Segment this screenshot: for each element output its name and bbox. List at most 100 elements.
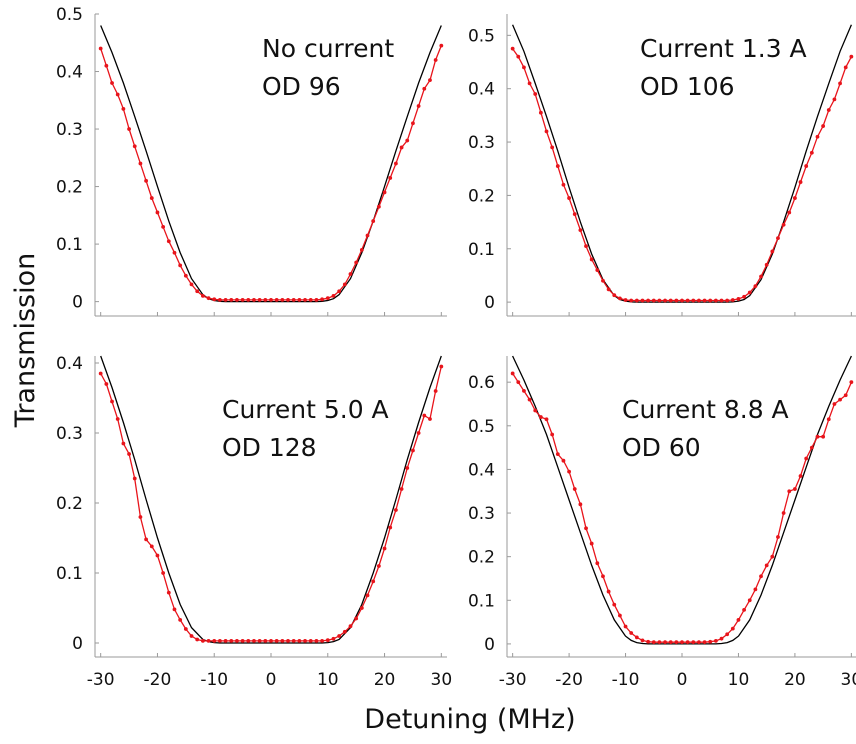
data-point — [263, 639, 268, 643]
data-point — [809, 150, 814, 155]
data-point — [166, 239, 171, 244]
data-point — [550, 145, 555, 150]
data-point — [623, 624, 628, 629]
y-tick-label: 0.4 — [468, 80, 495, 100]
data-point — [606, 287, 611, 292]
data-point — [166, 590, 171, 595]
data-point — [510, 371, 515, 376]
data-point — [388, 525, 393, 530]
data-point — [759, 274, 763, 279]
data-point — [826, 108, 831, 112]
data-point — [770, 249, 775, 254]
panel-current-5-0a: 0 0.1 0.2 0.3 0.4 -30 -20 -10 0 10 20 30 Current 5.0… — [56, 354, 452, 690]
data-point — [680, 298, 684, 303]
data-point — [781, 222, 786, 227]
data-point — [657, 298, 662, 303]
data-point — [314, 639, 319, 643]
data-point — [121, 441, 126, 446]
data-point — [567, 469, 571, 474]
fit-curve — [512, 24, 852, 303]
data-point — [753, 587, 758, 592]
data-point — [736, 618, 741, 622]
x-tick-label: 10 — [728, 670, 750, 690]
data-point — [257, 639, 262, 643]
y-tick-label: 0.5 — [56, 5, 83, 25]
data-point — [522, 388, 526, 393]
data-point — [516, 54, 521, 59]
fit-curve — [100, 355, 442, 644]
x-tick-label: -20 — [555, 670, 583, 690]
data-point — [697, 640, 701, 645]
data-point — [422, 86, 427, 91]
data-point — [183, 627, 188, 631]
data-point — [439, 43, 444, 48]
y-tick-label: 0.1 — [468, 591, 495, 611]
x-tick-label: -10 — [200, 670, 228, 690]
data-point — [697, 298, 701, 303]
data-point — [612, 293, 617, 298]
data-point — [646, 639, 651, 644]
data-point — [371, 579, 376, 584]
data-point — [399, 145, 404, 150]
panel-annotation-current-1-3a-0: Current 1.3 A — [640, 34, 807, 63]
data-point — [218, 639, 222, 643]
x-tick-label: 30 — [841, 670, 856, 690]
data-point — [561, 182, 566, 187]
y-tick-label: 0.1 — [56, 235, 83, 255]
data-point — [708, 639, 713, 644]
data-point — [138, 515, 143, 519]
data-point — [439, 364, 444, 369]
data-point — [776, 535, 780, 539]
data-point — [394, 161, 398, 166]
data-point — [189, 634, 194, 638]
x-tick-label: -20 — [144, 670, 172, 690]
data-point — [713, 298, 718, 303]
data-point — [843, 65, 848, 70]
data-point — [291, 639, 296, 643]
data-point — [838, 81, 842, 86]
data-point — [584, 244, 588, 249]
data-point — [713, 638, 718, 643]
data-point — [787, 489, 792, 494]
data-point — [110, 81, 114, 85]
x-axis-title: Detuning (MHz) — [364, 704, 575, 735]
x-tick-label: -30 — [87, 670, 115, 690]
data-point — [634, 298, 639, 303]
data-point — [388, 176, 393, 180]
data-point — [263, 297, 268, 302]
data-point — [212, 297, 217, 302]
data-point — [433, 58, 438, 62]
y-tick-label: 0 — [72, 634, 83, 654]
data-point — [572, 212, 577, 216]
y-axis-title: Transmission — [10, 253, 41, 428]
y-tick-label: 0.1 — [56, 564, 83, 584]
data-point — [428, 78, 432, 83]
data-point — [325, 638, 330, 643]
data-point — [736, 297, 741, 301]
y-tick-label: 0.1 — [468, 240, 495, 260]
data-point — [555, 452, 560, 457]
data-point — [235, 297, 239, 302]
data-point — [544, 129, 549, 134]
y-tick-label: 0.3 — [468, 133, 495, 153]
x-tick-label: 0 — [677, 670, 688, 690]
y-tick-label: 0.2 — [468, 186, 495, 206]
data-point — [172, 607, 177, 612]
panel-annotation-current-8-8a-0: Current 8.8 A — [622, 395, 789, 424]
panel-annotation-no-current-1: OD 96 — [262, 72, 341, 101]
data-point — [337, 634, 342, 638]
data-point — [348, 624, 353, 629]
data-point — [331, 636, 336, 641]
data-point — [793, 487, 797, 491]
data-point — [663, 640, 667, 645]
data-point — [115, 417, 120, 421]
data-point — [567, 196, 571, 200]
data-point — [702, 298, 707, 303]
data-point — [291, 297, 296, 302]
y-tick-label: 0.4 — [56, 354, 83, 374]
data-point — [522, 65, 526, 70]
data-point — [274, 297, 279, 302]
data-point — [821, 434, 826, 439]
data-point — [411, 448, 415, 453]
